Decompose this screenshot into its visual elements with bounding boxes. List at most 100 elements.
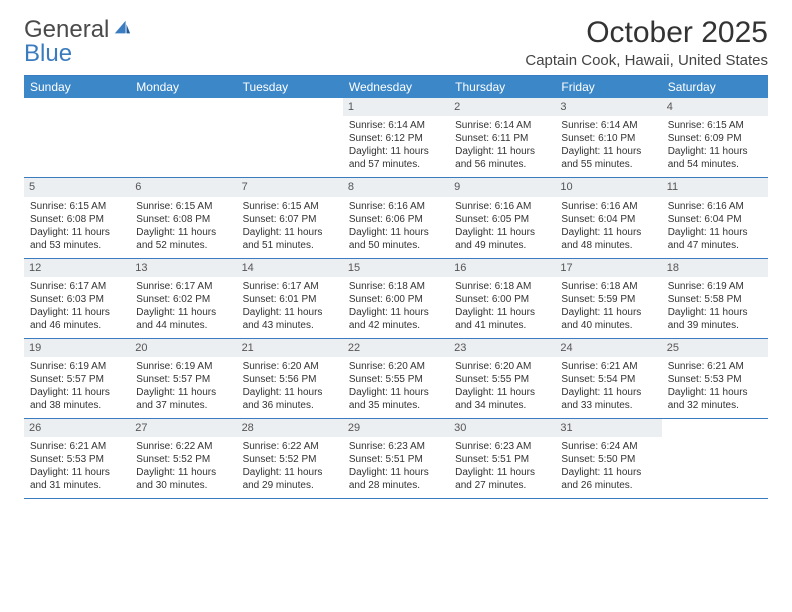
- sunrise-text: Sunrise: 6:18 AM: [561, 280, 655, 293]
- weekday-header: Saturday: [662, 76, 768, 98]
- day-number: 20: [130, 339, 236, 357]
- day-number: 6: [130, 178, 236, 196]
- day-cell: 10Sunrise: 6:16 AMSunset: 6:04 PMDayligh…: [555, 178, 661, 257]
- sunrise-text: Sunrise: 6:20 AM: [243, 360, 337, 373]
- daylight-text: and 40 minutes.: [561, 319, 655, 332]
- day-cell: 24Sunrise: 6:21 AMSunset: 5:54 PMDayligh…: [555, 339, 661, 418]
- weekday-header: Monday: [130, 76, 236, 98]
- sunrise-text: Sunrise: 6:24 AM: [561, 440, 655, 453]
- daylight-text: Daylight: 11 hours: [30, 386, 124, 399]
- day-number: 15: [343, 259, 449, 277]
- day-number: 29: [343, 419, 449, 437]
- day-number: 10: [555, 178, 661, 196]
- day-number: 12: [24, 259, 130, 277]
- day-cell: [24, 98, 130, 177]
- day-cell: 29 Sunrise: 6:23 AMSunset: 5:51 PMDayligh…: [343, 419, 449, 498]
- daylight-text: Daylight: 11 hours: [136, 226, 230, 239]
- logo: GeneralBlue: [24, 16, 131, 68]
- sunset-text: Sunset: 5:51 PM: [349, 453, 443, 466]
- day-cell: [237, 98, 343, 177]
- day-number: 22: [343, 339, 449, 357]
- week-row: 1Sunrise: 6:14 AMSunset: 6:12 PMDaylight…: [24, 98, 768, 178]
- daylight-text: Daylight: 11 hours: [349, 226, 443, 239]
- logo-text-blue: Blue: [24, 40, 131, 68]
- day-number: 25: [662, 339, 768, 357]
- sunrise-text: Sunrise: 6:18 AM: [349, 280, 443, 293]
- daylight-text: and 43 minutes.: [243, 319, 337, 332]
- week-row: 5Sunrise: 6:15 AMSunset: 6:08 PMDaylight…: [24, 178, 768, 258]
- sail-icon: [113, 16, 131, 44]
- sunset-text: Sunset: 5:57 PM: [30, 373, 124, 386]
- day-cell: 19Sunrise: 6:19 AMSunset: 5:57 PMDayligh…: [24, 339, 130, 418]
- day-number: 24: [555, 339, 661, 357]
- day-cell: 21Sunrise: 6:20 AMSunset: 5:56 PMDayligh…: [237, 339, 343, 418]
- daylight-text: and 26 minutes.: [561, 479, 655, 492]
- sunrise-text: Sunrise: 6:21 AM: [668, 360, 762, 373]
- month-title: October 2025: [525, 16, 768, 50]
- day-cell: 25Sunrise: 6:21 AMSunset: 5:53 PMDayligh…: [662, 339, 768, 418]
- weekday-header: Tuesday: [237, 76, 343, 98]
- daylight-text: and 27 minutes.: [455, 479, 549, 492]
- daylight-text: Daylight: 11 hours: [668, 306, 762, 319]
- sunrise-text: Sunrise: 6:19 AM: [136, 360, 230, 373]
- daylight-text: and 38 minutes.: [30, 399, 124, 412]
- sunrise-text: Sunrise: 6:19 AM: [30, 360, 124, 373]
- daylight-text: and 47 minutes.: [668, 239, 762, 252]
- sunset-text: Sunset: 6:10 PM: [561, 132, 655, 145]
- week-row: 19Sunrise: 6:19 AMSunset: 5:57 PMDayligh…: [24, 339, 768, 419]
- daylight-text: and 55 minutes.: [561, 158, 655, 171]
- day-number: 9: [449, 178, 555, 196]
- day-number: 18: [662, 259, 768, 277]
- daylight-text: Daylight: 11 hours: [30, 466, 124, 479]
- sunrise-text: Sunrise: 6:21 AM: [561, 360, 655, 373]
- daylight-text: Daylight: 11 hours: [455, 306, 549, 319]
- sunset-text: Sunset: 6:08 PM: [30, 213, 124, 226]
- day-number: 21: [237, 339, 343, 357]
- daylight-text: and 39 minutes.: [668, 319, 762, 332]
- daylight-text: Daylight: 11 hours: [136, 386, 230, 399]
- sunset-text: Sunset: 5:52 PM: [136, 453, 230, 466]
- daylight-text: and 42 minutes.: [349, 319, 443, 332]
- sunrise-text: Sunrise: 6:16 AM: [349, 200, 443, 213]
- sunrise-text: Sunrise: 6:15 AM: [30, 200, 124, 213]
- sunrise-text: Sunrise: 6:23 AM: [349, 440, 443, 453]
- day-cell: 20 Sunrise: 6:19 AMSunset: 5:57 PMDayligh…: [130, 339, 236, 418]
- daylight-text: Daylight: 11 hours: [136, 466, 230, 479]
- daylight-text: and 28 minutes.: [349, 479, 443, 492]
- day-cell: 1Sunrise: 6:14 AMSunset: 6:12 PMDaylight…: [343, 98, 449, 177]
- sunrise-text: Sunrise: 6:20 AM: [455, 360, 549, 373]
- sunset-text: Sunset: 6:06 PM: [349, 213, 443, 226]
- daylight-text: Daylight: 11 hours: [243, 386, 337, 399]
- day-number: 1: [343, 98, 449, 116]
- day-number: 16: [449, 259, 555, 277]
- day-number: 8: [343, 178, 449, 196]
- daylight-text: Daylight: 11 hours: [136, 306, 230, 319]
- sunrise-text: Sunrise: 6:18 AM: [455, 280, 549, 293]
- sunrise-text: Sunrise: 6:22 AM: [243, 440, 337, 453]
- sunrise-text: Sunrise: 6:15 AM: [136, 200, 230, 213]
- sunrise-text: Sunrise: 6:23 AM: [455, 440, 549, 453]
- sunset-text: Sunset: 5:57 PM: [136, 373, 230, 386]
- daylight-text: and 49 minutes.: [455, 239, 549, 252]
- day-cell: 14Sunrise: 6:17 AMSunset: 6:01 PMDayligh…: [237, 259, 343, 338]
- day-number: 3: [555, 98, 661, 116]
- day-cell: 26Sunrise: 6:21 AMSunset: 5:53 PMDayligh…: [24, 419, 130, 498]
- daylight-text: and 44 minutes.: [136, 319, 230, 332]
- daylight-text: and 37 minutes.: [136, 399, 230, 412]
- daylight-text: Daylight: 11 hours: [455, 386, 549, 399]
- day-number: 11: [662, 178, 768, 196]
- daylight-text: Daylight: 11 hours: [561, 226, 655, 239]
- daylight-text: Daylight: 11 hours: [668, 226, 762, 239]
- daylight-text: Daylight: 11 hours: [561, 466, 655, 479]
- title-block: October 2025 Captain Cook, Hawaii, Unite…: [525, 16, 768, 69]
- day-cell: 7Sunrise: 6:15 AMSunset: 6:07 PMDaylight…: [237, 178, 343, 257]
- week-row: 26Sunrise: 6:21 AMSunset: 5:53 PMDayligh…: [24, 419, 768, 499]
- weekday-header-row: Sunday Monday Tuesday Wednesday Thursday…: [24, 76, 768, 98]
- day-cell: 17Sunrise: 6:18 AMSunset: 5:59 PMDayligh…: [555, 259, 661, 338]
- sunrise-text: Sunrise: 6:16 AM: [668, 200, 762, 213]
- day-cell: 31Sunrise: 6:24 AMSunset: 5:50 PMDayligh…: [555, 419, 661, 498]
- sunset-text: Sunset: 6:04 PM: [561, 213, 655, 226]
- sunrise-text: Sunrise: 6:15 AM: [668, 119, 762, 132]
- daylight-text: Daylight: 11 hours: [349, 466, 443, 479]
- sunset-text: Sunset: 6:09 PM: [668, 132, 762, 145]
